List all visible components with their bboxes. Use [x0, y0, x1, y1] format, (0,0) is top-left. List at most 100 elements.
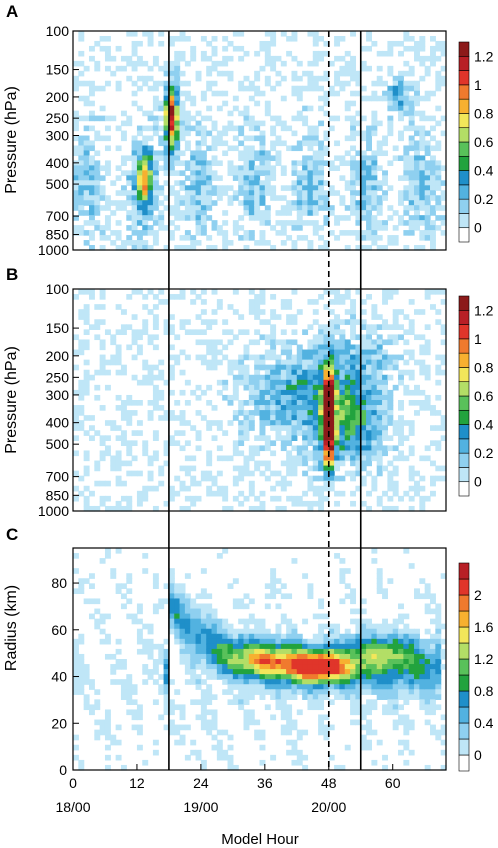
heatmap-cell [104, 160, 111, 166]
heatmap-cell [334, 70, 341, 77]
heatmap-cell [307, 694, 314, 700]
heatmap-cell [371, 389, 378, 396]
colorbar-segment [458, 141, 470, 157]
colorbar-segment [458, 381, 470, 397]
heatmap-cell [168, 583, 175, 589]
heatmap-cell [238, 598, 245, 605]
heatmap-cell [131, 618, 138, 625]
heatmap-cell [99, 364, 106, 371]
heatmap-cell [435, 180, 442, 186]
heatmap-cell [163, 155, 170, 162]
heatmap-cell [312, 175, 319, 181]
heatmap-cell [398, 704, 404, 711]
heatmap-cell [286, 344, 293, 351]
heatmap-cell [318, 384, 325, 391]
heatmap-cell [318, 344, 325, 351]
heatmap-cell [174, 205, 181, 211]
heatmap-cell [424, 643, 431, 650]
heatmap-cell [190, 215, 197, 221]
heatmap-cell [179, 160, 186, 166]
heatmap-cell [312, 75, 319, 82]
heatmap-cell [371, 759, 378, 766]
heatmap-cell [174, 628, 181, 635]
heatmap-cell [366, 648, 372, 655]
heatmap-cell [408, 679, 415, 685]
heatmap-cell [200, 329, 207, 336]
heatmap-cell [291, 653, 298, 660]
heatmap-cell [168, 205, 175, 211]
heatmap-cell [163, 110, 170, 117]
heatmap-cell [307, 465, 314, 472]
heatmap-cell [318, 425, 325, 431]
heatmap-cell [291, 638, 298, 645]
heatmap-cell [366, 384, 372, 391]
heatmap-cell [286, 435, 293, 441]
heatmap-cell [179, 603, 186, 610]
heatmap-cell [435, 669, 442, 675]
heatmap-cell [275, 400, 282, 406]
heatmap-cell [403, 210, 410, 216]
heatmap-cell [302, 573, 309, 579]
heatmap-cell [302, 694, 309, 700]
heatmap-cell [339, 405, 346, 411]
heatmap-cell [184, 613, 191, 620]
heatmap-cell [163, 150, 170, 157]
heatmap-cell [302, 729, 309, 736]
heatmap-cell [174, 475, 181, 482]
heatmap-cell [179, 195, 186, 201]
heatmap-cell [142, 669, 149, 675]
heatmap-cell [392, 674, 399, 680]
heatmap-cell [392, 309, 399, 315]
heatmap-cell [270, 329, 277, 336]
heatmap-cell [206, 190, 213, 196]
heatmap-cell [152, 344, 159, 351]
heatmap-cell [227, 764, 234, 771]
heatmap-cell [275, 430, 282, 436]
heatmap-cell [200, 299, 207, 305]
heatmap-cell [222, 754, 229, 761]
heatmap-cell [184, 643, 191, 650]
heatmap-cell [248, 185, 255, 191]
heatmap-cell [222, 245, 229, 251]
heatmap-cell [435, 638, 442, 645]
heatmap-cell [115, 354, 122, 361]
heatmap-cell [104, 613, 111, 620]
heatmap-cell [350, 410, 357, 416]
heatmap-cell [323, 435, 330, 441]
heatmap-cell [318, 440, 325, 447]
heatmap-cell [334, 35, 341, 42]
heatmap-cell [88, 180, 95, 186]
heatmap-cell [136, 344, 143, 351]
heatmap-cell [264, 633, 271, 640]
heatmap-cell [179, 485, 186, 492]
heatmap-cell [238, 659, 245, 665]
heatmap-cell [360, 369, 367, 376]
heatmap-cell [323, 410, 330, 416]
heatmap-cell [376, 648, 383, 655]
heatmap-cell [339, 633, 346, 640]
heatmap-cell [222, 60, 229, 67]
heatmap-cell [392, 633, 399, 640]
heatmap-cell [328, 674, 335, 680]
heatmap-cell [323, 200, 330, 206]
heatmap-cell [126, 460, 133, 467]
heatmap-cell [232, 195, 239, 201]
heatmap-cell [419, 135, 426, 142]
heatmap-cell [296, 225, 303, 231]
heatmap-cell [323, 440, 330, 447]
heatmap-cell [408, 180, 415, 186]
heatmap-cell [387, 475, 394, 482]
heatmap-cell [387, 215, 394, 221]
heatmap-cell [355, 165, 362, 171]
heatmap-cell [302, 175, 309, 181]
heatmap-cell [73, 653, 79, 660]
heatmap-cell [339, 65, 346, 72]
heatmap-cell [291, 394, 298, 401]
heatmap-cell [88, 505, 95, 512]
colorbar-tick-label: 0.2 [474, 191, 494, 207]
heatmap-cell [195, 160, 202, 166]
heatmap-cell [136, 400, 143, 406]
heatmap-cell [179, 135, 186, 142]
heatmap-cell [232, 664, 239, 670]
heatmap-cell [382, 754, 388, 761]
